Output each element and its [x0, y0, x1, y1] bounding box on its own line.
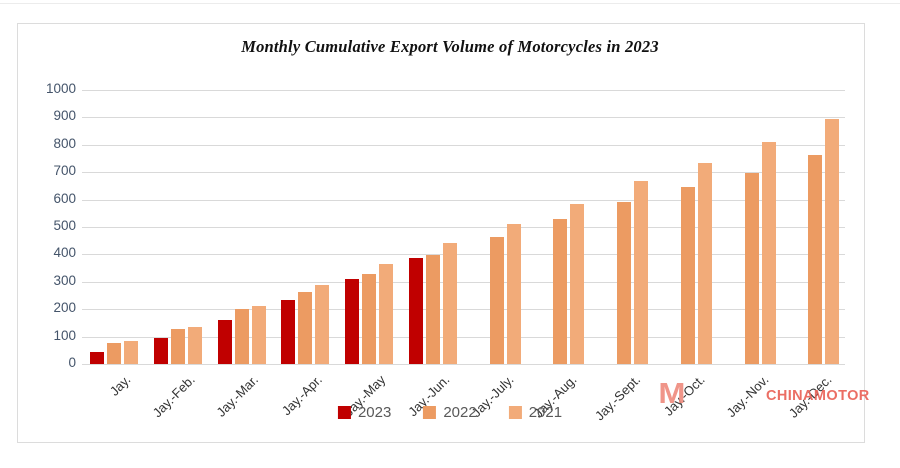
bar-2022-JaySept [617, 202, 631, 364]
y-axis-tick-label: 300 [53, 272, 76, 288]
gridline [82, 90, 845, 91]
page-top-divider [0, 3, 900, 4]
bar-2023-JayMay [345, 279, 359, 364]
gridline [82, 281, 845, 283]
bar-2023-Jay [90, 352, 104, 364]
bar-2023-JayApr [281, 300, 296, 364]
legend-item-2021: 2021 [508, 404, 563, 421]
bar-2021-JayAug [570, 204, 585, 364]
bar-2021-Jay [124, 341, 138, 364]
gridline [82, 172, 845, 174]
gridline [82, 227, 845, 228]
gridline [82, 309, 845, 311]
bar-2021-JayApr [315, 285, 330, 364]
y-axis-tick-label: 500 [53, 218, 76, 233]
bar-2021-JayNov [761, 142, 776, 364]
legend: 2023 2022 2021 [337, 404, 563, 421]
bar-2022-JayFeb [170, 329, 185, 364]
y-axis-tick-label: 100 [53, 327, 76, 343]
bar-2022-JayApr [298, 292, 313, 364]
bar-2021-JayFeb [187, 327, 202, 364]
y-axis-tick-label: 1000 [45, 81, 76, 96]
bar-2022-JayMay [362, 274, 376, 364]
legend-label: 2022 [443, 404, 477, 421]
gridline [82, 364, 845, 365]
legend-label: 2021 [528, 404, 563, 421]
bar-2021-JayJuly [506, 224, 521, 364]
bar-2022-JayOct [680, 187, 695, 364]
bar-2022-JayMar [234, 309, 249, 364]
bar-2021-JayOct [697, 163, 712, 364]
chart-title: Monthly Cumulative Export Volume of Moto… [241, 37, 659, 56]
chinamotor-watermark: CHINAMOTOR [766, 388, 870, 404]
gridline [82, 199, 845, 201]
bar-2023-JayMar [217, 320, 232, 364]
y-axis-tick-label: 600 [53, 190, 76, 206]
y-axis-tick-label: 400 [53, 245, 76, 261]
bar-2022-JayNov [744, 173, 759, 364]
gridline [82, 254, 845, 256]
legend-swatch-icon [337, 406, 351, 419]
gridline [82, 117, 845, 119]
bar-2022-JayJun [425, 255, 440, 364]
bar-2022-Jay [107, 343, 121, 364]
bar-2021-JayJun [442, 243, 457, 364]
y-axis-tick-label: 800 [53, 135, 76, 151]
gridline [82, 336, 845, 338]
y-axis-tick-label: 0 [68, 355, 76, 370]
y-axis-tick-label: 700 [53, 163, 76, 179]
legend-item-2022: 2022 [423, 404, 477, 421]
chinamotor-logo-icon: M [658, 377, 686, 410]
legend-item-2023: 2023 [337, 404, 392, 421]
legend-label: 2023 [357, 404, 392, 421]
bar-2021-JaySept [634, 181, 648, 364]
bar-2022-JayAug [553, 219, 568, 364]
legend-swatch-icon [423, 406, 437, 419]
y-axis-tick-label: 200 [53, 300, 76, 316]
bar-2021-JayMay [379, 264, 393, 364]
bar-2023-JayJun [408, 258, 423, 364]
bar-2021-JayMar [251, 306, 266, 364]
chart-panel [17, 23, 865, 443]
gridline [82, 144, 845, 146]
bar-2021-JayDec [825, 119, 840, 364]
y-axis-tick-label: 900 [53, 108, 76, 124]
bar-2023-JayFeb [153, 338, 168, 364]
legend-swatch-icon [508, 406, 522, 419]
bar-2022-JayJuly [489, 237, 504, 364]
bar-2022-JayDec [808, 155, 823, 364]
